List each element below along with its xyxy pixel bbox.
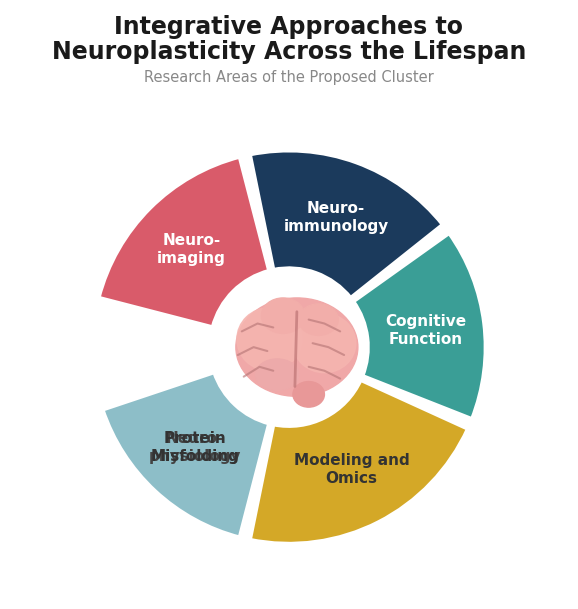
Text: Modeling and
Omics: Modeling and Omics <box>294 453 409 487</box>
Wedge shape <box>353 233 486 419</box>
Circle shape <box>210 269 368 426</box>
Ellipse shape <box>237 308 302 371</box>
Ellipse shape <box>299 304 338 336</box>
Wedge shape <box>250 380 468 544</box>
Text: Cognitive
Function: Cognitive Function <box>385 314 466 347</box>
Ellipse shape <box>293 382 324 407</box>
Text: Protein
Misfolding: Protein Misfolding <box>151 431 239 464</box>
Wedge shape <box>102 372 269 538</box>
Ellipse shape <box>255 359 299 390</box>
Text: Neuro-
physiology: Neuro- physiology <box>149 431 242 464</box>
Wedge shape <box>98 157 269 328</box>
Text: Neuro-
immunology: Neuro- immunology <box>283 201 389 234</box>
Ellipse shape <box>236 298 358 396</box>
Wedge shape <box>102 372 269 538</box>
Text: Neuro-
imaging: Neuro- imaging <box>157 233 226 266</box>
Ellipse shape <box>293 314 356 373</box>
Ellipse shape <box>261 298 305 333</box>
Text: Neuroplasticity Across the Lifespan: Neuroplasticity Across the Lifespan <box>52 40 526 63</box>
Text: Integrative Approaches to: Integrative Approaches to <box>114 15 464 39</box>
Wedge shape <box>250 150 443 298</box>
Text: Research Areas of the Proposed Cluster: Research Areas of the Proposed Cluster <box>144 70 434 85</box>
